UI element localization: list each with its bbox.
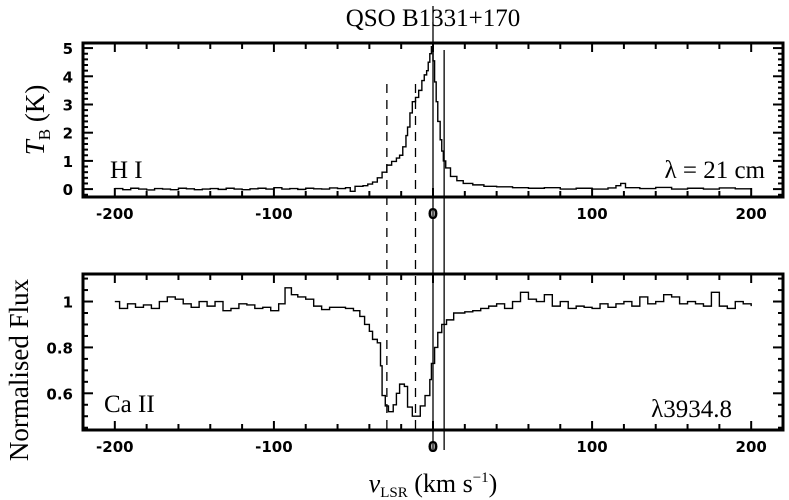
- caii-panel: -200 -100 0 100 200 0.6 0.8 1: [46, 272, 785, 456]
- hi-x-tick-label: -100: [255, 205, 293, 223]
- caii-panel-label: Ca II: [104, 391, 155, 418]
- hi-wavelength-label: λ = 21 cm: [664, 157, 765, 184]
- hi-y-tick-label: 4: [63, 68, 73, 86]
- caii-x-tick-label: 100: [576, 438, 607, 456]
- hi-x-tick-label: 200: [736, 205, 767, 223]
- caii-x-tick-label: -100: [255, 438, 293, 456]
- hi-y-tick-label: 2: [63, 125, 73, 143]
- caii-x-tick-label: -200: [96, 438, 134, 456]
- caii-x-tick-label: 200: [736, 438, 767, 456]
- hi-ylabel: TB (K): [20, 85, 54, 156]
- hi-y-tick-label: 0: [63, 181, 73, 199]
- hi-y-tick-label: 5: [63, 40, 73, 58]
- hi-spectrum-line: [114, 45, 752, 193]
- caii-plot-frame: [81, 272, 785, 432]
- hi-x-tick-label: 100: [576, 205, 607, 223]
- caii-y-tick-label: 1: [63, 294, 73, 312]
- caii-x-tick-label: 0: [428, 438, 438, 456]
- x-axis-label: vLSR (km s−1): [369, 469, 498, 500]
- caii-ylabel: Normalised Flux: [4, 278, 34, 461]
- caii-y-tick-label: 0.6: [46, 385, 73, 403]
- caii-spectrum-line: [114, 287, 752, 417]
- caii-y-tick-label: 0.8: [46, 339, 73, 357]
- hi-y-tick-label: 1: [63, 153, 73, 171]
- caii-wavelength-label: λ3934.8: [651, 396, 732, 423]
- hi-y-tick-label: 3: [63, 96, 73, 114]
- hi-panel-label: H I: [110, 157, 143, 184]
- hi-x-tick-label: -200: [96, 205, 134, 223]
